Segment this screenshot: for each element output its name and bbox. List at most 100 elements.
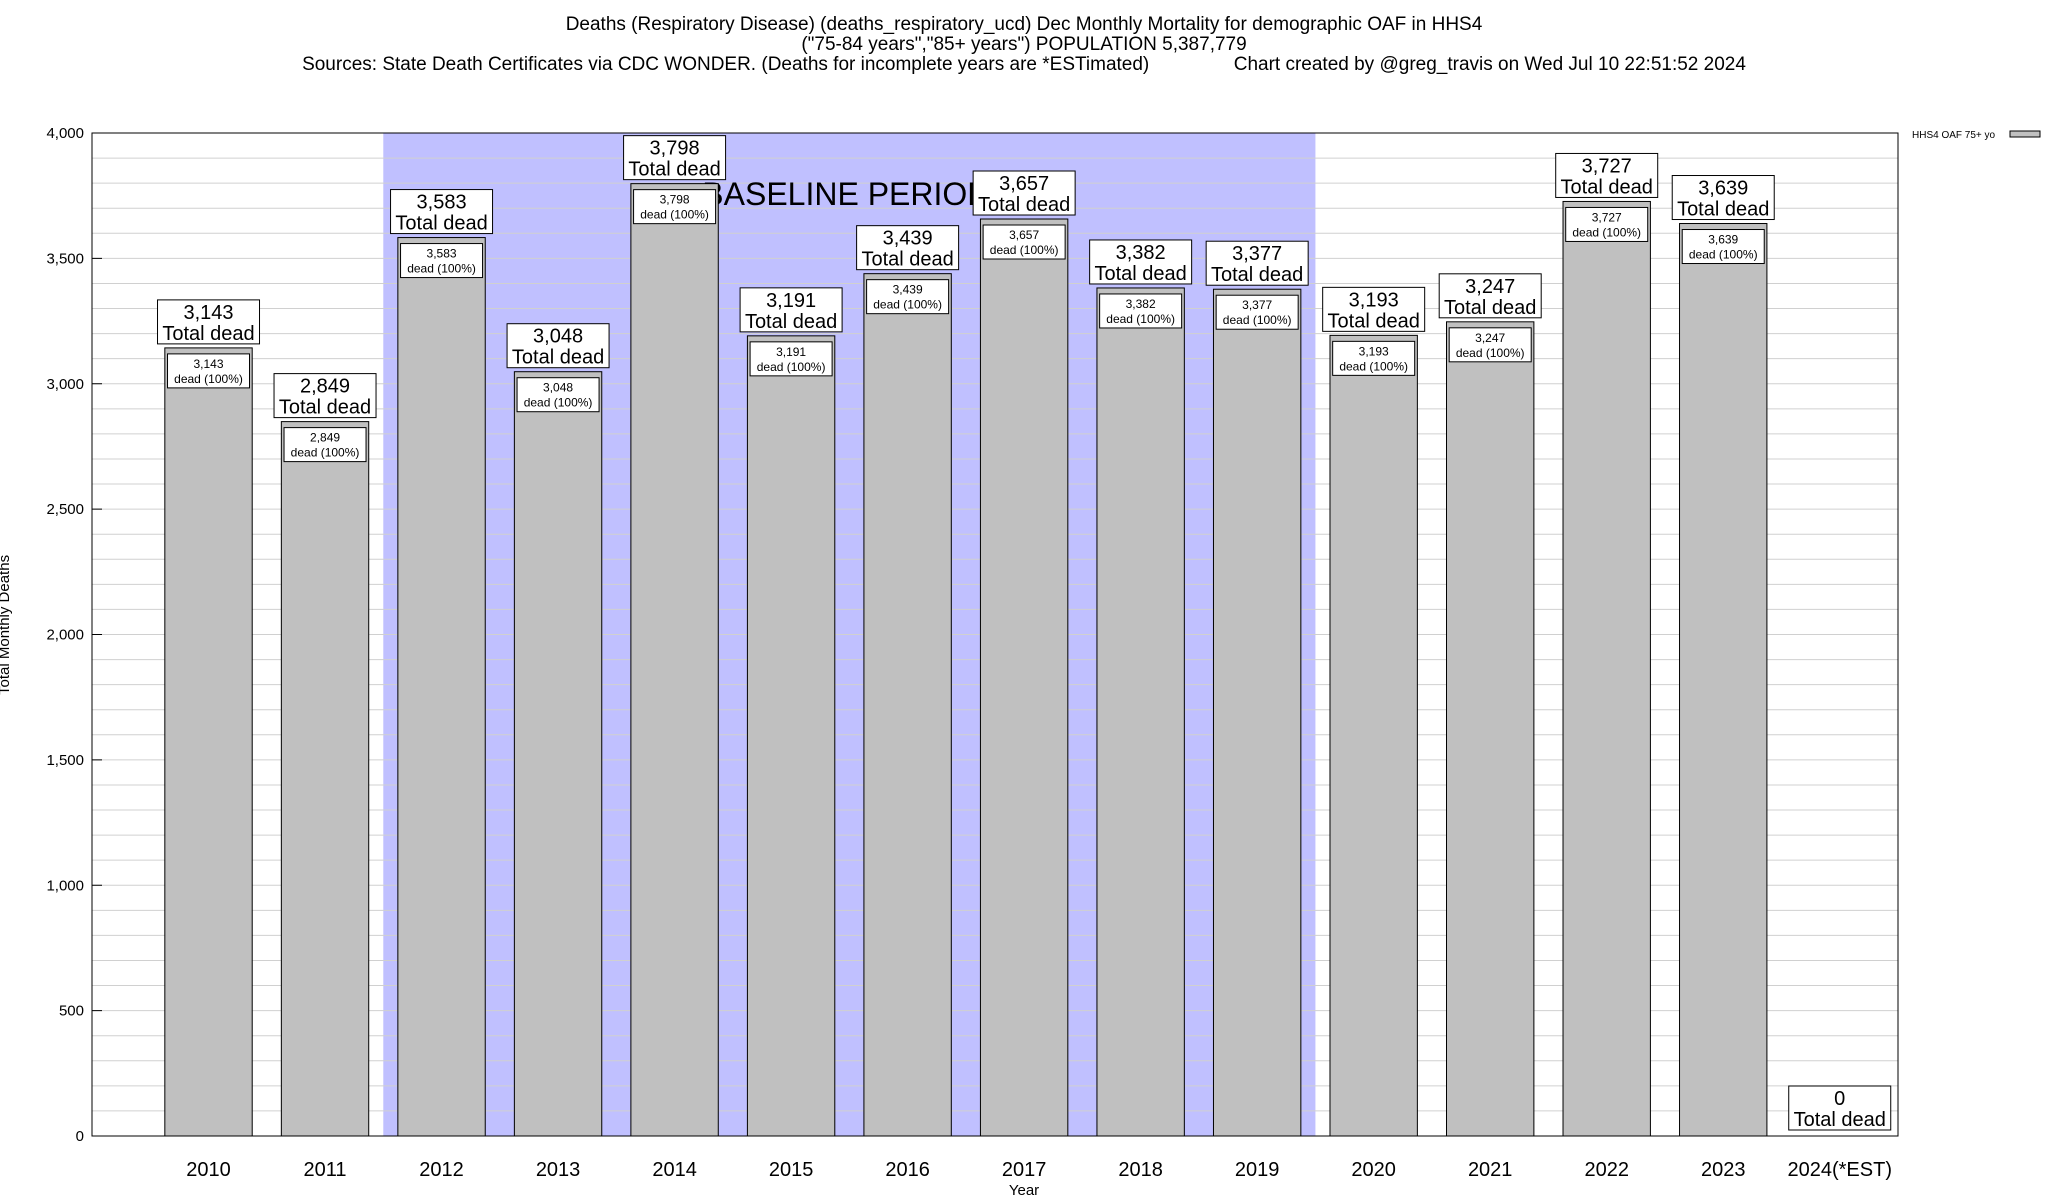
top-label-box — [157, 299, 261, 345]
top-label-text: Total dead — [1211, 264, 1303, 286]
bar — [630, 183, 719, 1137]
inner-label-value: 3,191 — [776, 345, 806, 359]
y-tick-label: 500 — [59, 1003, 84, 1020]
top-label-value: 3,048 — [533, 326, 583, 348]
x-tick-label: 2023 — [1701, 1159, 1746, 1181]
x-tick-label: 2012 — [419, 1159, 464, 1181]
top-label-value: 3,377 — [1232, 243, 1282, 265]
legend-label: HHS4 OAF 75+ yo — [1912, 130, 1996, 141]
bar — [863, 273, 952, 1137]
inner-label-box — [1215, 294, 1299, 330]
x-tick-label: 2014 — [652, 1159, 697, 1181]
baseline-period-label: BASELINE PERIOD — [702, 176, 990, 212]
legend-swatch — [2009, 130, 2041, 138]
top-label-box — [1089, 239, 1193, 285]
top-label-value: 0 — [1834, 1088, 1845, 1110]
y-tick-label: 4,000 — [46, 125, 84, 142]
inner-label-box — [633, 189, 717, 225]
top-label-value: 3,143 — [183, 302, 233, 324]
top-label-box — [739, 287, 843, 333]
top-label-text: Total dead — [279, 397, 371, 419]
inner-label-text: dead (100%) — [524, 396, 593, 410]
x-tick-label: 2013 — [536, 1159, 581, 1181]
top-label-text: Total dead — [1677, 199, 1769, 221]
plot-frame — [91, 132, 1899, 1137]
top-label-box — [1555, 152, 1659, 198]
bar — [1562, 200, 1651, 1137]
top-label-value: 3,798 — [650, 138, 700, 160]
top-label-value: 3,439 — [883, 228, 933, 250]
inner-label-text: dead (100%) — [174, 372, 243, 386]
y-tick-label: 2,500 — [46, 501, 84, 518]
inner-label-text: dead (100%) — [1106, 312, 1175, 326]
inner-label-box — [1332, 340, 1416, 376]
inner-label-value: 3,382 — [1126, 297, 1156, 311]
x-tick-label: 2018 — [1118, 1159, 1163, 1181]
inner-label-box — [866, 279, 950, 315]
bar — [979, 218, 1069, 1137]
bar — [746, 335, 836, 1137]
inner-label-box — [1565, 206, 1649, 242]
y-tick-label: 2,000 — [46, 627, 84, 644]
inner-label-value: 3,048 — [543, 381, 573, 395]
inner-label-box — [749, 341, 833, 377]
inner-label-value: 3,583 — [427, 247, 457, 261]
inner-label-text: dead (100%) — [1572, 225, 1641, 239]
inner-label-text: dead (100%) — [1339, 359, 1408, 373]
bar — [513, 371, 603, 1137]
inner-label-text: dead (100%) — [757, 360, 826, 374]
top-label-box — [1205, 240, 1309, 286]
y-tick-label: 1,000 — [46, 877, 84, 894]
inner-label-value: 3,247 — [1475, 331, 1505, 345]
top-label-box — [1438, 273, 1542, 319]
x-tick-label: 2016 — [885, 1159, 930, 1181]
bar — [1329, 334, 1418, 1137]
top-label-value: 3,247 — [1465, 276, 1515, 298]
y-axis-label: Total Monthly Deaths — [0, 554, 13, 695]
top-label-value: 2,849 — [300, 376, 350, 398]
y-tick-label: 3,000 — [46, 376, 84, 393]
x-axis-label: Year — [1008, 1182, 1040, 1199]
inner-label-box — [283, 427, 367, 463]
inner-label-box — [1099, 293, 1183, 329]
inner-label-text: dead (100%) — [1456, 346, 1525, 360]
inner-label-text: dead (100%) — [990, 243, 1059, 257]
x-tick-label: 2010 — [186, 1159, 231, 1181]
top-label-text: Total dead — [1444, 297, 1536, 319]
inner-label-text: dead (100%) — [291, 446, 360, 460]
x-tick-label: 2015 — [769, 1159, 814, 1181]
bar — [1679, 223, 1768, 1137]
x-tick-label: 2011 — [304, 1159, 347, 1181]
top-label-box — [390, 189, 494, 235]
bar — [1096, 287, 1185, 1137]
top-label-value: 3,727 — [1582, 155, 1632, 177]
top-label-box — [856, 225, 960, 271]
inner-label-box — [167, 353, 251, 389]
top-label-box — [1322, 286, 1426, 332]
top-label-value: 3,382 — [1116, 242, 1166, 264]
inner-label-value: 2,849 — [310, 431, 340, 445]
inner-label-box — [516, 377, 600, 413]
chart-title: Deaths (Respiratory Disease) (deaths_res… — [565, 14, 1483, 35]
top-label-box — [506, 323, 610, 369]
inner-label-value: 3,798 — [660, 193, 690, 207]
top-label-box — [273, 373, 377, 419]
top-label-value: 3,193 — [1349, 289, 1399, 311]
bar — [1446, 321, 1535, 1137]
chart-source-line: Sources: State Death Certificates via CD… — [302, 54, 1746, 75]
inner-label-value: 3,727 — [1592, 210, 1622, 224]
inner-label-box — [982, 224, 1066, 260]
top-label-text: Total dead — [1328, 310, 1420, 332]
top-label-value: 3,191 — [766, 290, 816, 312]
bar — [280, 421, 370, 1137]
top-label-text: Total dead — [861, 249, 953, 271]
y-tick-label: 0 — [76, 1128, 84, 1145]
top-label-text: Total dead — [1561, 176, 1653, 198]
x-tick-label: 2017 — [1002, 1159, 1047, 1181]
inner-label-box — [1448, 327, 1532, 363]
inner-label-box — [400, 243, 484, 279]
top-label-text: Total dead — [1794, 1109, 1886, 1131]
top-label-text: Total dead — [745, 311, 837, 333]
top-label-text: Total dead — [628, 159, 720, 181]
